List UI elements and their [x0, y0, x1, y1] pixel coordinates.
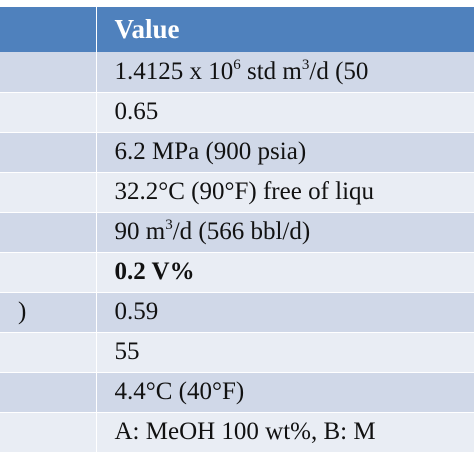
table-row: 0.65	[0, 92, 474, 133]
row-label	[0, 372, 97, 413]
row-value: 55	[96, 332, 474, 373]
row-label	[0, 132, 97, 173]
row-value: 0.65	[96, 92, 474, 133]
table-row: 32.2°C (90°F) free of liqu	[0, 172, 474, 213]
row-value: A: MeOH 100 wt%, B: M	[96, 412, 474, 453]
row-value: 1.4125 x 106 std m3/d (50	[96, 52, 474, 93]
row-label	[0, 212, 97, 253]
table-row: 4.4°C (40°F)	[0, 372, 474, 413]
header-value-cell: Value	[96, 7, 474, 52]
row-label	[0, 332, 97, 373]
row-value: 90 m3/d (566 bbl/d)	[96, 212, 474, 253]
top-margin	[0, 0, 474, 7]
row-value: 0.59	[96, 292, 474, 333]
properties-table: Value 1.4125 x 106 std m3/d (50 0.65 6.2…	[0, 7, 474, 453]
row-value: 0.2 V%	[96, 252, 474, 293]
header-label-cell	[0, 7, 97, 52]
row-label: )	[0, 292, 97, 333]
table-row: 0.2 V%	[0, 252, 474, 293]
row-value: 6.2 MPa (900 psia)	[96, 132, 474, 173]
row-value: 4.4°C (40°F)	[96, 372, 474, 413]
table-row: 1.4125 x 106 std m3/d (50	[0, 52, 474, 93]
table-header-row: Value	[0, 7, 474, 52]
row-label	[0, 412, 97, 453]
row-label	[0, 52, 97, 93]
table-row: 6.2 MPa (900 psia)	[0, 132, 474, 173]
row-label	[0, 252, 97, 293]
table-row: 55	[0, 332, 474, 373]
row-value: 32.2°C (90°F) free of liqu	[96, 172, 474, 213]
row-label	[0, 92, 97, 133]
row-label	[0, 172, 97, 213]
table-row: ) 0.59	[0, 292, 474, 333]
table-row: 90 m3/d (566 bbl/d)	[0, 212, 474, 253]
table-row: A: MeOH 100 wt%, B: M	[0, 412, 474, 453]
